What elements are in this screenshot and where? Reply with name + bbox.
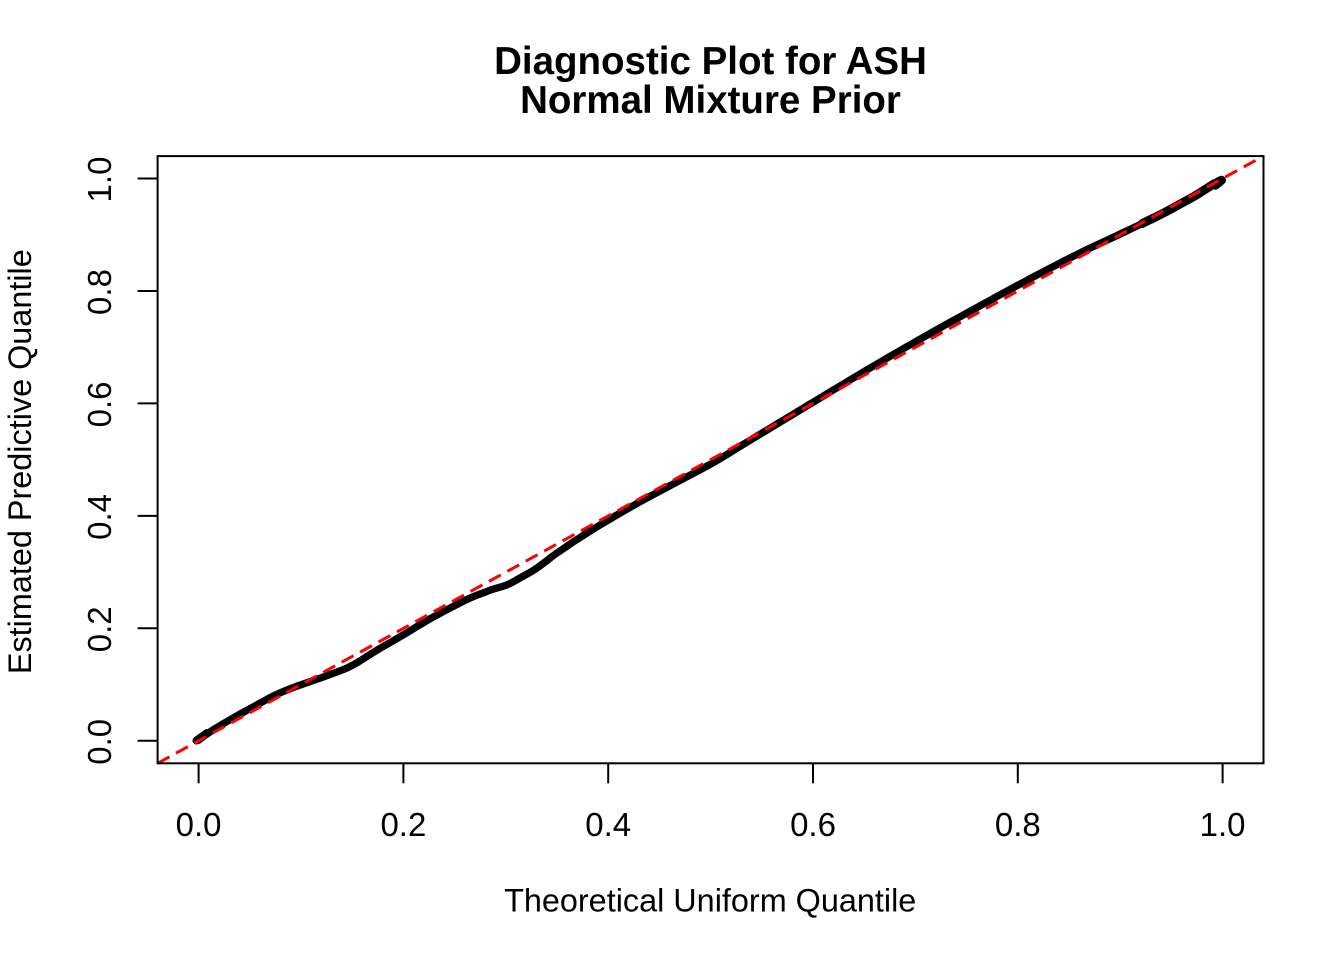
- svg-text:1.0: 1.0: [1200, 806, 1246, 843]
- svg-text:0.8: 0.8: [81, 269, 118, 315]
- svg-text:0.4: 0.4: [81, 494, 118, 540]
- svg-text:0.4: 0.4: [585, 806, 631, 843]
- svg-text:0.6: 0.6: [81, 381, 118, 427]
- svg-text:Theoretical Uniform Quantile: Theoretical Uniform Quantile: [504, 883, 916, 919]
- svg-text:0.6: 0.6: [790, 806, 836, 843]
- svg-text:1.0: 1.0: [81, 157, 118, 203]
- svg-text:Diagnostic Plot for ASH: Diagnostic Plot for ASH: [494, 40, 927, 83]
- svg-text:0.2: 0.2: [380, 806, 426, 843]
- svg-text:0.2: 0.2: [81, 606, 118, 652]
- svg-text:0.0: 0.0: [81, 719, 118, 765]
- svg-text:Normal Mixture Prior: Normal Mixture Prior: [520, 79, 901, 122]
- svg-text:Estimated Predictive Quantile: Estimated Predictive Quantile: [2, 249, 38, 674]
- svg-text:0.0: 0.0: [176, 806, 222, 843]
- svg-text:0.8: 0.8: [995, 806, 1041, 843]
